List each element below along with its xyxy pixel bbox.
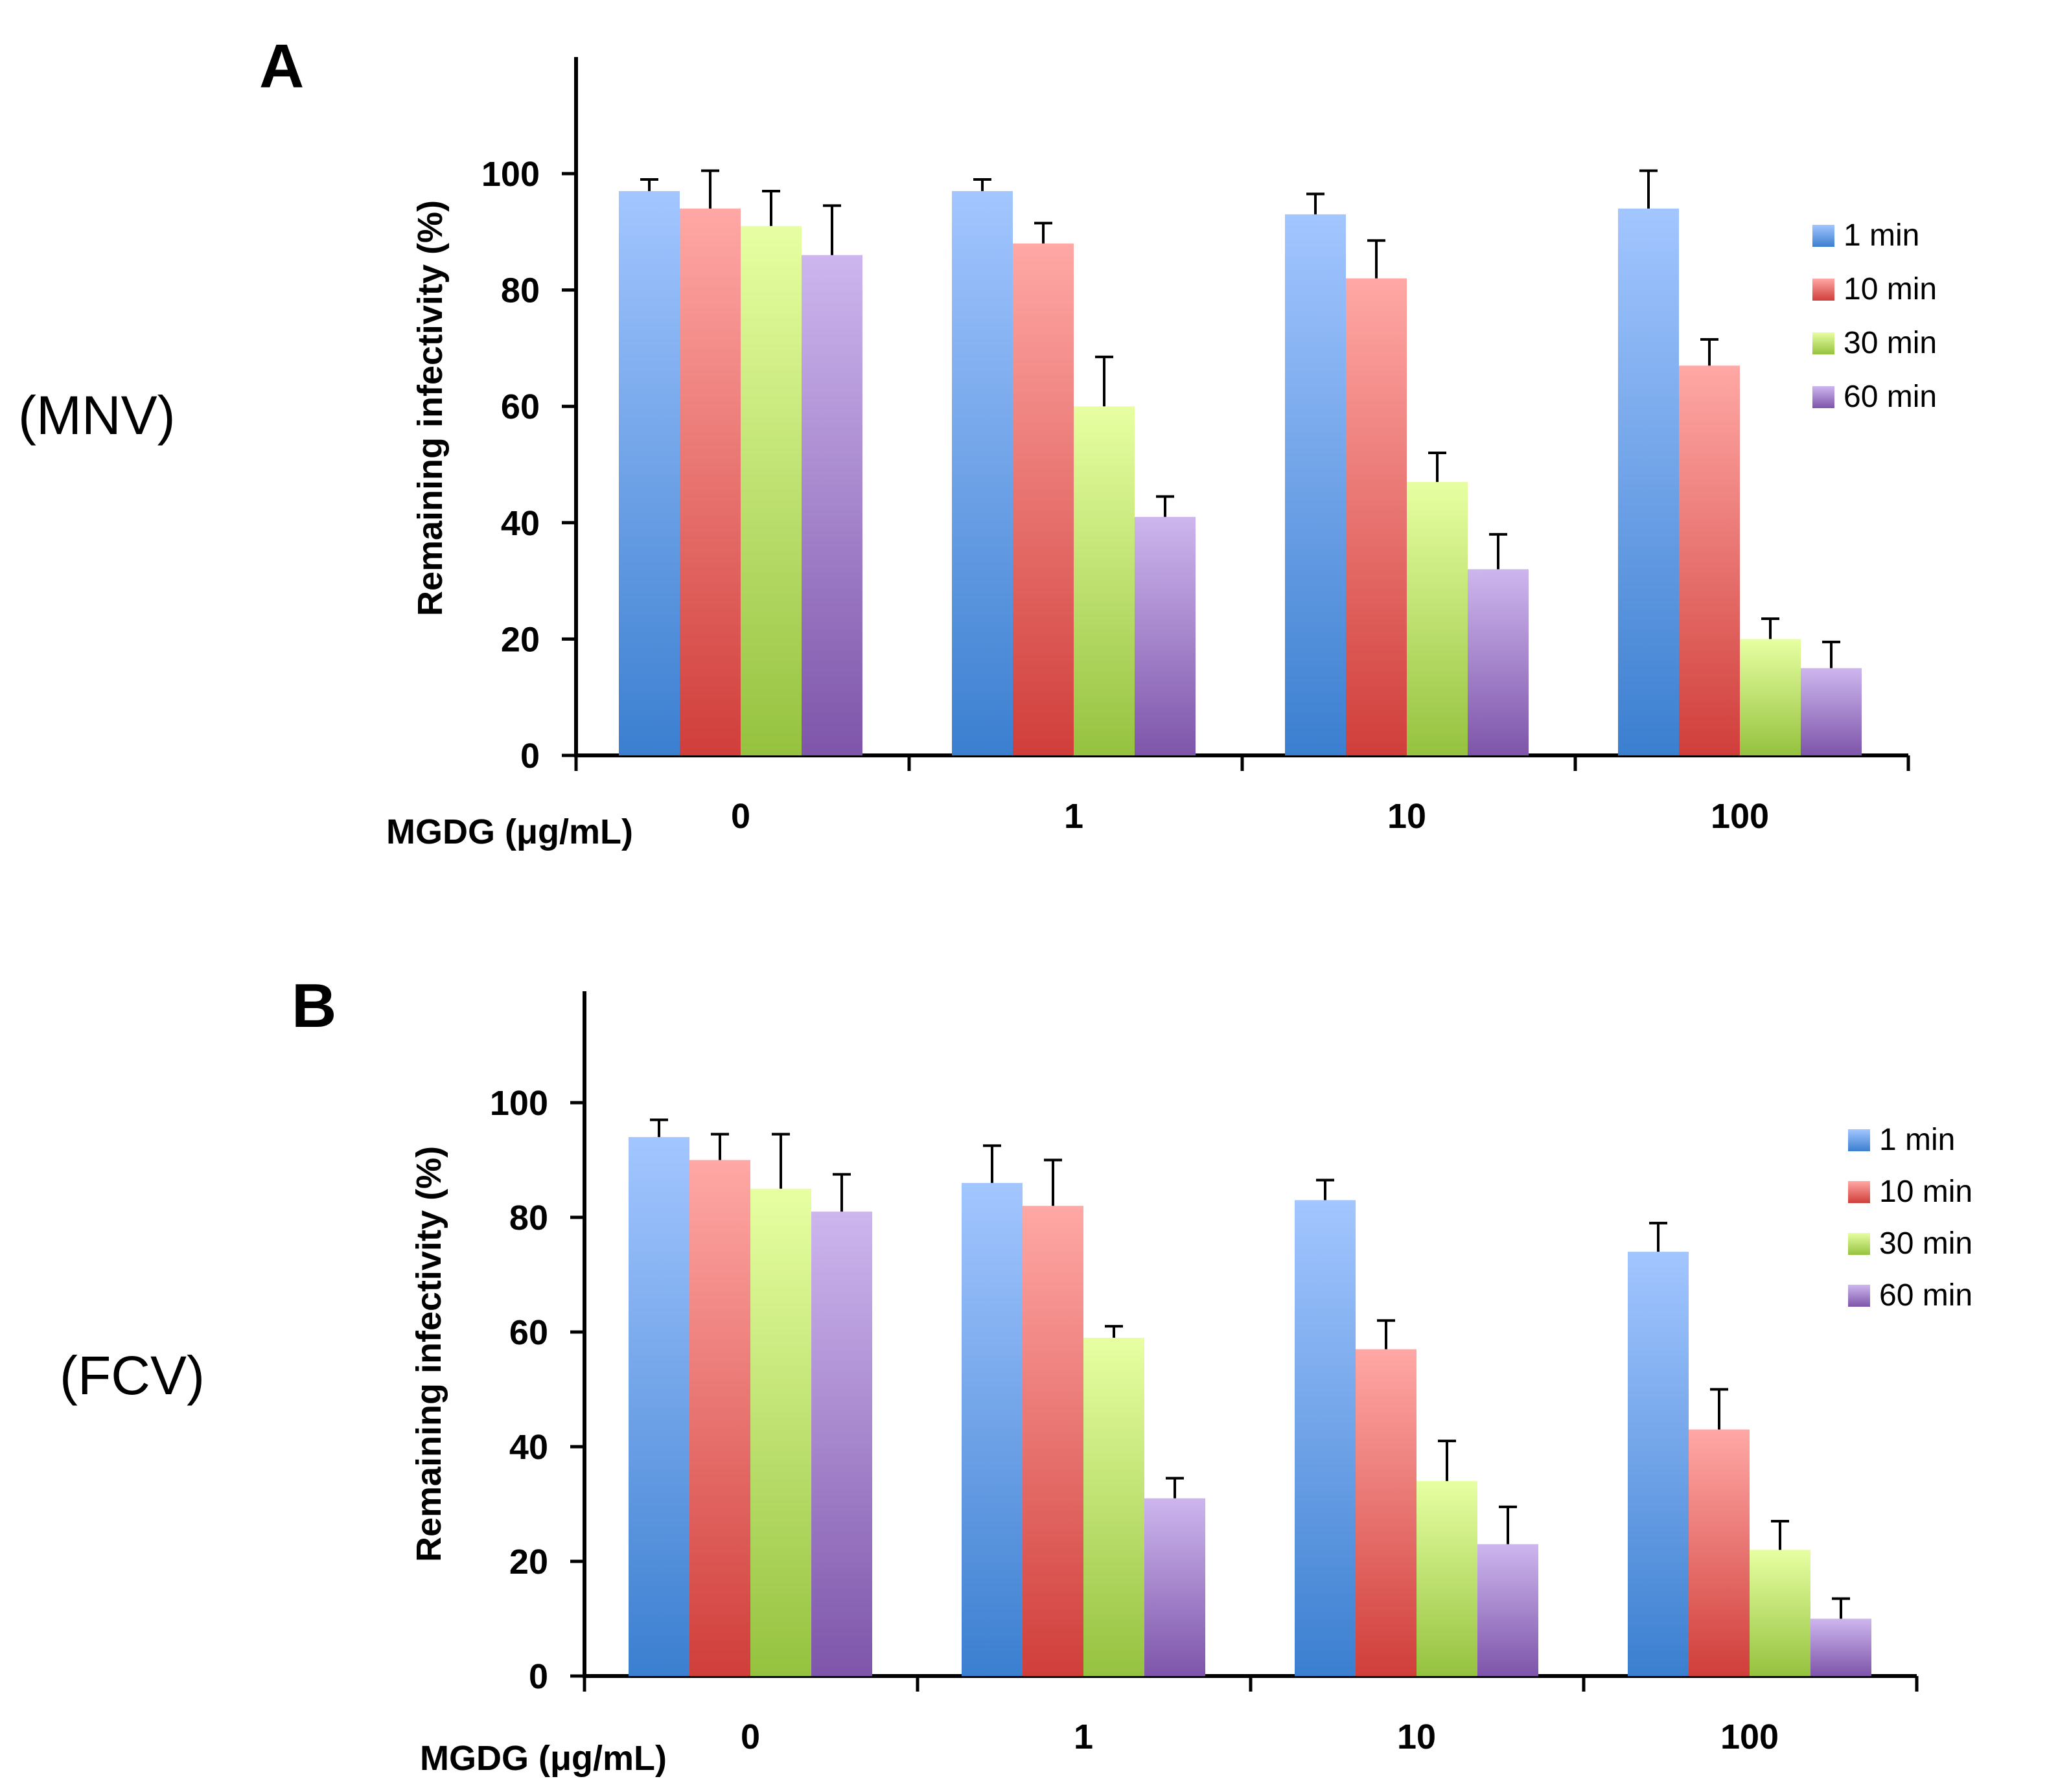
bar <box>1810 1618 1871 1676</box>
y-tick-label: 20 <box>501 620 540 659</box>
x-axis-label: MGDG (μg/mL) <box>420 1739 667 1778</box>
error-bars <box>650 1118 1850 1619</box>
legend-swatch <box>1848 1233 1870 1255</box>
y-tick-label: 60 <box>509 1313 548 1352</box>
bar <box>1628 1252 1689 1676</box>
bar <box>1135 516 1196 755</box>
y-tick-label: 40 <box>501 504 540 543</box>
panel-b: B (FCV) Remaining infectivity (%) MGDG (… <box>60 971 1972 1778</box>
y-tick-label: 60 <box>501 387 540 426</box>
bar <box>1295 1200 1356 1676</box>
legend-swatch <box>1848 1129 1870 1151</box>
legend-label: 1 min <box>1844 218 1919 253</box>
bar <box>1285 214 1346 755</box>
y-tick-label: 40 <box>509 1428 548 1467</box>
tick-labels: 0 20 40 60 80 100 0 1 10 100 <box>490 1084 1779 1756</box>
bar <box>811 1212 872 1676</box>
tick-labels: 0 20 40 60 80 100 0 1 10 100 <box>481 155 1769 836</box>
y-tick-label: 0 <box>520 737 540 775</box>
bar <box>1740 639 1801 755</box>
bar <box>1679 365 1740 755</box>
bar <box>1074 406 1135 755</box>
panel-label: B <box>292 971 336 1040</box>
bar <box>689 1160 750 1676</box>
bar <box>1407 481 1468 755</box>
bar <box>619 190 680 755</box>
x-tick-label: 100 <box>1711 797 1769 836</box>
y-tick-label: 80 <box>501 271 540 310</box>
bar <box>952 190 1013 755</box>
bar <box>1023 1206 1083 1676</box>
y-tick-label: 80 <box>509 1199 548 1237</box>
bar <box>1013 243 1074 755</box>
bar <box>962 1182 1023 1676</box>
legend-label: 10 min <box>1844 272 1937 306</box>
legend-swatch <box>1812 279 1834 301</box>
x-tick-label: 1 <box>1064 797 1083 836</box>
bar <box>750 1188 811 1676</box>
y-tick-label: 20 <box>509 1543 548 1581</box>
legend-label: 1 min <box>1879 1123 1955 1157</box>
legend-label: 30 min <box>1844 326 1937 360</box>
virus-label: (FCV) <box>60 1345 205 1406</box>
legend-swatch <box>1812 386 1834 408</box>
legend-label: 10 min <box>1879 1175 1972 1209</box>
panel-a: A (MNV) Remaining infectivity (%) MGDG (… <box>18 32 1937 851</box>
legend-label: 60 min <box>1879 1278 1972 1313</box>
x-tick-label: 1 <box>1074 1717 1093 1756</box>
legend-label: 30 min <box>1879 1226 1972 1261</box>
bar <box>1618 208 1679 755</box>
legend-swatch <box>1848 1181 1870 1203</box>
x-tick-label: 0 <box>731 797 750 836</box>
y-tick-label: 100 <box>481 155 540 194</box>
bar <box>1083 1337 1144 1676</box>
y-tick-label: 100 <box>490 1084 548 1123</box>
bar <box>1356 1349 1417 1676</box>
y-tick-label: 0 <box>529 1657 548 1696</box>
virus-label: (MNV) <box>18 385 176 446</box>
bar <box>1346 278 1407 755</box>
bar <box>1468 569 1529 755</box>
legend: 1 min 10 min 30 min 60 min <box>1812 218 1937 414</box>
legend-swatch <box>1848 1285 1870 1307</box>
bar <box>1801 668 1862 755</box>
error-bars <box>640 169 1840 669</box>
bars <box>619 190 1862 756</box>
bar <box>680 208 741 755</box>
x-tick-label: 10 <box>1397 1717 1436 1756</box>
legend-swatch <box>1812 332 1834 354</box>
legend-label: 60 min <box>1844 380 1937 414</box>
bars <box>629 1137 1871 1676</box>
x-tick-label: 0 <box>741 1717 760 1756</box>
bar <box>1144 1498 1205 1676</box>
bar <box>1477 1544 1538 1676</box>
panel-label: A <box>259 32 304 101</box>
bar <box>741 225 802 755</box>
bar <box>802 255 862 756</box>
bar <box>1750 1550 1810 1676</box>
bar <box>629 1137 689 1676</box>
bar <box>1689 1429 1750 1676</box>
x-tick-label: 100 <box>1720 1717 1779 1756</box>
y-axis-label: Remaining infectivity (%) <box>411 200 450 616</box>
legend-swatch <box>1812 225 1834 247</box>
legend: 1 min 10 min 30 min 60 min <box>1848 1123 1972 1313</box>
y-axis-label: Remaining infectivity (%) <box>410 1146 448 1562</box>
x-tick-label: 10 <box>1387 797 1426 836</box>
bar <box>1417 1481 1477 1676</box>
x-axis-label: MGDG (μg/mL) <box>386 812 633 851</box>
